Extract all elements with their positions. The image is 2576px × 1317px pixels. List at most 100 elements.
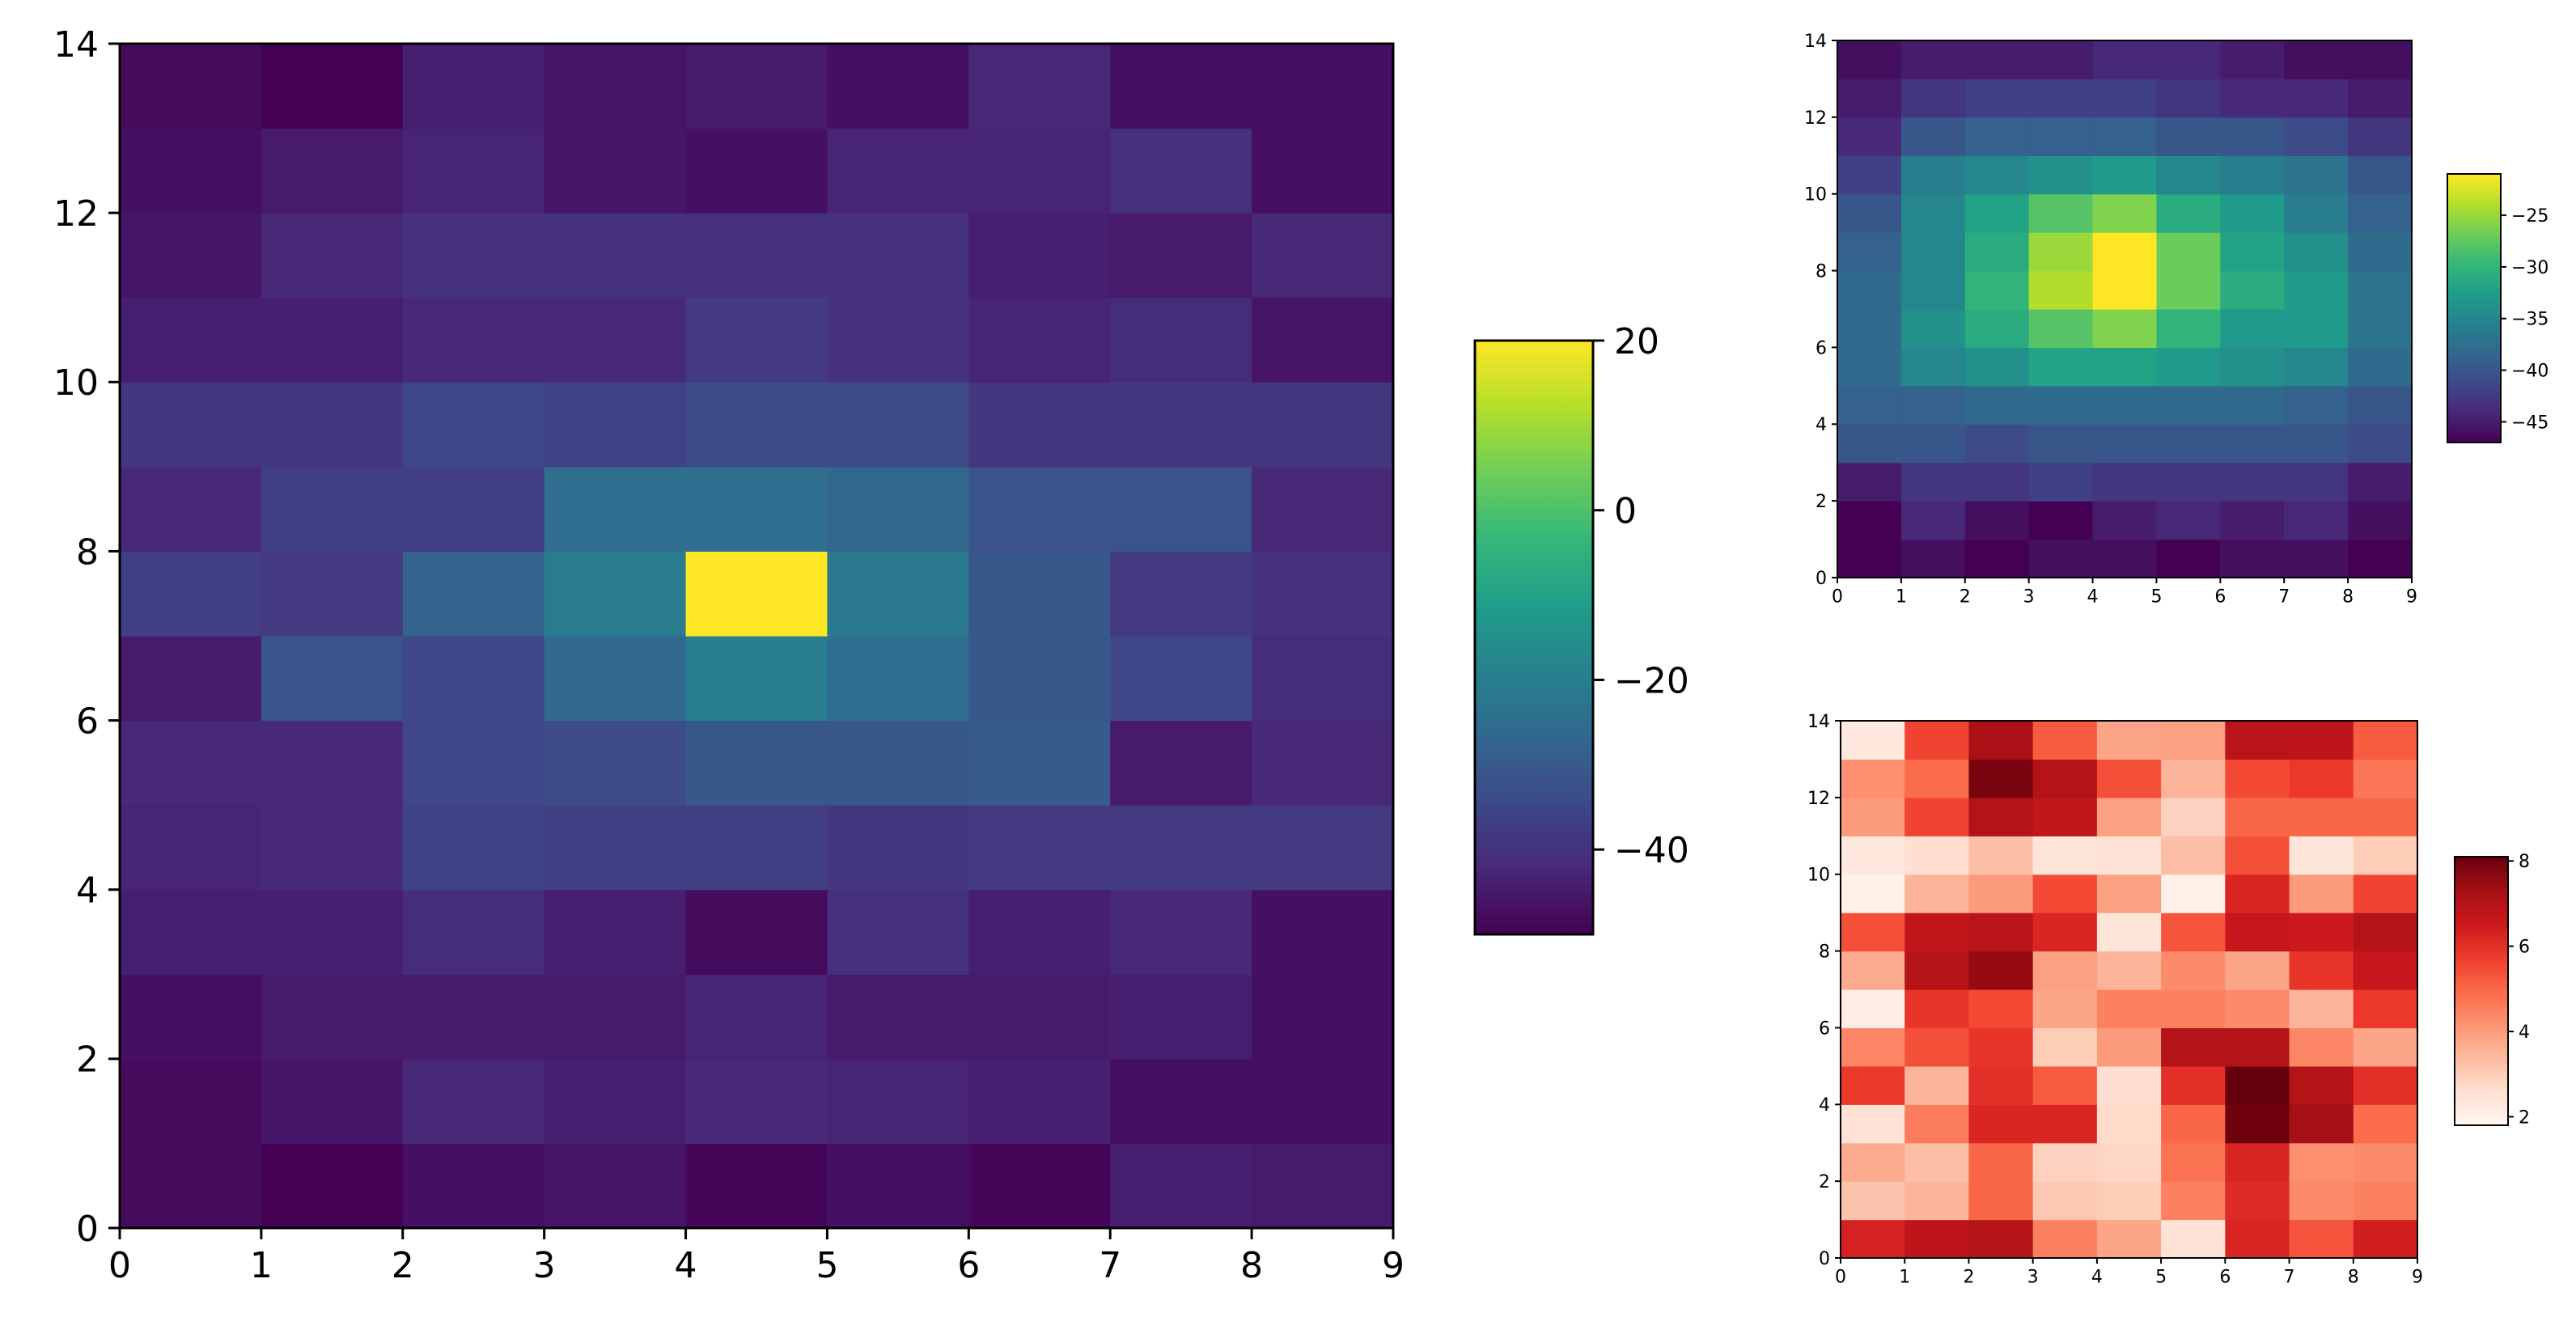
smooth-heatmap-frame	[1837, 40, 2413, 578]
heatmap-cell	[1900, 424, 1966, 464]
heatmap-cell	[2032, 874, 2098, 913]
heatmap-cell	[1841, 836, 1905, 875]
heatmap-cell	[2096, 874, 2162, 913]
heatmap-cell	[1252, 805, 1394, 891]
heatmap-cell	[2161, 1142, 2226, 1182]
heatmap-cell	[1841, 874, 1905, 913]
colorbar-tick-label: −40	[1614, 830, 1689, 871]
heatmap-cell	[2284, 78, 2349, 118]
y-tick-label: 4	[76, 870, 99, 912]
heatmap-cell	[261, 720, 404, 806]
heatmap-cell	[1252, 382, 1394, 468]
heatmap-cell	[544, 551, 687, 637]
heatmap-cell	[1110, 297, 1252, 383]
heatmap-cell	[2161, 1219, 2226, 1259]
heatmap-cell	[1252, 889, 1394, 975]
heatmap-cell	[120, 213, 262, 299]
heatmap-cell	[1900, 270, 1966, 310]
reds-heatmap-y-axis: 0 2 4 6 8 10 12 14	[1807, 712, 1841, 1269]
heatmap-cell	[120, 974, 262, 1060]
colorbar-tick-label: 8	[2519, 852, 2530, 872]
x-tick-label: 9	[2406, 587, 2417, 608]
heatmap-cell	[2032, 913, 2098, 952]
heatmap-cell	[685, 805, 828, 891]
heatmap-cell	[2220, 232, 2285, 272]
heatmap-cell	[120, 805, 262, 891]
heatmap-cell	[1110, 974, 1252, 1060]
colorbar-tick-label: 4	[2519, 1023, 2530, 1043]
y-tick-label: 8	[1819, 942, 1830, 962]
heatmap-cell	[2220, 40, 2285, 80]
heatmap-cell	[2096, 759, 2162, 798]
y-tick-label: 8	[1815, 261, 1827, 282]
heatmap-cell	[261, 636, 404, 722]
colorbar-tick-label: −35	[2511, 310, 2548, 330]
heatmap-cell	[1837, 501, 1902, 540]
heatmap-cell	[1252, 44, 1394, 129]
heatmap-cell	[544, 889, 687, 975]
y-tick-label: 6	[76, 701, 99, 742]
y-tick-label: 6	[1815, 338, 1827, 358]
heatmap-cell	[2156, 462, 2221, 502]
heatmap-cell	[827, 1143, 969, 1229]
heatmap-cell	[2096, 1065, 2162, 1105]
heatmap-cell	[2161, 1181, 2226, 1221]
heatmap-cell	[1837, 78, 1902, 118]
heatmap-cell	[2161, 1104, 2226, 1144]
heatmap-cell	[2220, 309, 2285, 349]
x-tick-label: 7	[1099, 1245, 1121, 1286]
heatmap-cell	[2161, 1065, 2226, 1105]
heatmap-cell	[2032, 1181, 2098, 1221]
heatmap-cell	[1964, 40, 2030, 80]
heatmap-cell	[2156, 385, 2221, 425]
heatmap-cell	[120, 128, 262, 214]
main-heatmap-y-axis: 0 2 4 6 8 10 12 14	[53, 24, 120, 1250]
heatmap-cell	[827, 636, 969, 722]
main-colorbar-frame	[1473, 339, 1595, 936]
heatmap-cell	[1904, 721, 1970, 760]
heatmap-cell	[1252, 128, 1394, 214]
heatmap-cell	[1964, 309, 2030, 349]
heatmap-cell	[544, 974, 687, 1060]
heatmap-cell	[2092, 385, 2158, 425]
x-tick-label: 0	[108, 1245, 131, 1286]
heatmap-cell	[2096, 913, 2162, 952]
heatmap-cell	[2156, 155, 2221, 195]
heatmap-cell	[2092, 193, 2158, 233]
heatmap-cell	[1964, 232, 2030, 272]
x-tick-label: 4	[675, 1245, 697, 1286]
heatmap-cell	[2348, 424, 2413, 464]
heatmap-cell	[1900, 193, 1966, 233]
heatmap-cell	[261, 297, 404, 383]
heatmap-cell	[2289, 989, 2354, 1029]
heatmap-cell	[1110, 382, 1252, 468]
heatmap-cell	[402, 297, 545, 383]
heatmap-cell	[827, 551, 969, 637]
heatmap-cell	[2284, 385, 2349, 425]
heatmap-cell	[2353, 721, 2418, 760]
heatmap-cell	[1900, 40, 1966, 80]
heatmap-cell	[2353, 951, 2418, 990]
colorbar-tick-label: −30	[2511, 258, 2548, 278]
heatmap-cell	[2225, 951, 2290, 990]
x-tick-label: 2	[1963, 1268, 1974, 1288]
heatmap-cell	[968, 297, 1111, 383]
heatmap-cell	[261, 128, 404, 214]
heatmap-cell	[2028, 155, 2094, 195]
heatmap-cell	[1968, 951, 2034, 990]
heatmap-cell	[402, 213, 545, 299]
heatmap-cell	[261, 805, 404, 891]
heatmap-cell	[2161, 797, 2226, 836]
heatmap-cell	[1252, 213, 1394, 299]
x-tick-label: 1	[250, 1245, 273, 1286]
heatmap-cell	[1964, 116, 2030, 156]
heatmap-cell	[1841, 1065, 1905, 1105]
heatmap-cell	[1900, 462, 1966, 502]
heatmap-cell	[2096, 1219, 2162, 1259]
x-tick-label: 8	[2348, 1268, 2359, 1288]
heatmap-cell	[2032, 989, 2098, 1029]
heatmap-cell	[1904, 836, 1970, 875]
heatmap-cell	[1964, 501, 2030, 540]
heatmap-cell	[2348, 155, 2413, 195]
